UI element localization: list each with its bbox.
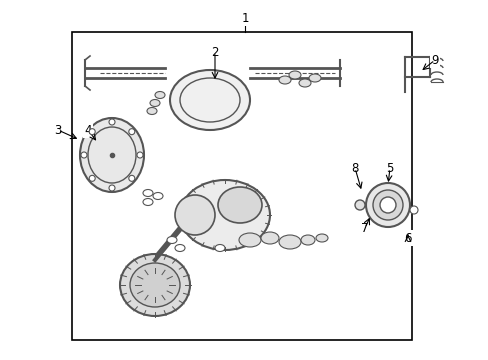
- Ellipse shape: [215, 244, 224, 252]
- Ellipse shape: [130, 263, 180, 307]
- Ellipse shape: [175, 195, 215, 235]
- Ellipse shape: [80, 118, 143, 192]
- Circle shape: [109, 119, 115, 125]
- Circle shape: [128, 175, 135, 181]
- Text: 4: 4: [84, 123, 92, 136]
- Ellipse shape: [372, 190, 402, 220]
- Ellipse shape: [88, 127, 136, 183]
- Ellipse shape: [301, 235, 314, 245]
- Ellipse shape: [218, 187, 262, 223]
- Text: 5: 5: [386, 162, 393, 175]
- Text: 2: 2: [211, 45, 218, 59]
- Ellipse shape: [308, 74, 320, 82]
- Ellipse shape: [153, 193, 163, 199]
- Ellipse shape: [147, 108, 157, 114]
- Ellipse shape: [288, 71, 301, 79]
- Ellipse shape: [155, 91, 164, 99]
- Ellipse shape: [298, 79, 310, 87]
- Circle shape: [89, 175, 95, 181]
- Text: 9: 9: [430, 54, 438, 67]
- Ellipse shape: [120, 254, 190, 316]
- Ellipse shape: [142, 198, 153, 206]
- Circle shape: [109, 185, 115, 191]
- Text: 6: 6: [404, 231, 411, 244]
- Ellipse shape: [315, 234, 327, 242]
- Ellipse shape: [365, 183, 409, 227]
- Ellipse shape: [180, 180, 269, 250]
- Circle shape: [89, 129, 95, 135]
- Text: 7: 7: [361, 221, 368, 234]
- Ellipse shape: [167, 237, 177, 243]
- Ellipse shape: [279, 235, 301, 249]
- Ellipse shape: [170, 70, 249, 130]
- Ellipse shape: [261, 232, 279, 244]
- Circle shape: [128, 129, 135, 135]
- Ellipse shape: [180, 78, 240, 122]
- Circle shape: [379, 197, 395, 213]
- Ellipse shape: [239, 233, 261, 247]
- Text: 1: 1: [241, 9, 248, 22]
- Text: 1: 1: [241, 12, 248, 24]
- Ellipse shape: [409, 206, 417, 214]
- Ellipse shape: [354, 200, 364, 210]
- Bar: [72, 32, 411, 340]
- Ellipse shape: [279, 76, 290, 84]
- Ellipse shape: [175, 244, 184, 252]
- Circle shape: [137, 152, 142, 158]
- Ellipse shape: [142, 189, 153, 197]
- Text: 3: 3: [54, 123, 61, 136]
- Text: 8: 8: [350, 162, 358, 175]
- Ellipse shape: [150, 99, 160, 107]
- Circle shape: [81, 152, 87, 158]
